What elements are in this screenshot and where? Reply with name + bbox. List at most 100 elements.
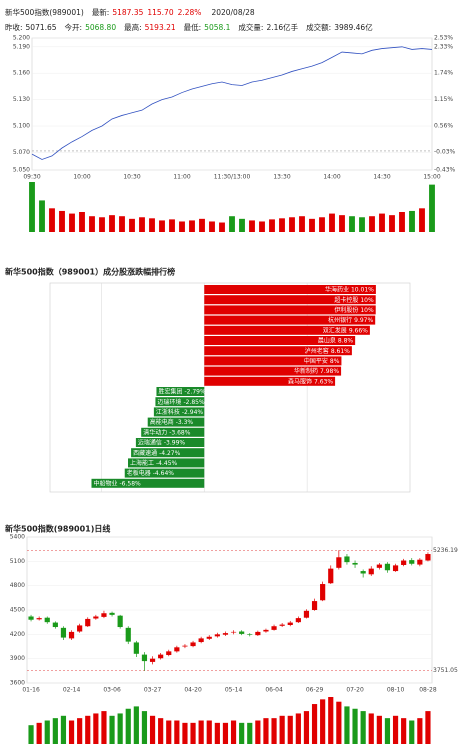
volume-bar: [279, 218, 285, 232]
candle-body: [93, 616, 99, 619]
stock-name: 晨山泉: [318, 336, 336, 344]
candle-body: [158, 654, 164, 659]
candle-body: [360, 571, 366, 574]
volume-bar: [149, 715, 156, 744]
stock-change: 9.66%: [349, 327, 368, 334]
rank-label: 双汇发展 9.66%: [323, 326, 368, 334]
rank-bar: [204, 376, 336, 386]
stock-name: 杭州银行: [328, 316, 352, 324]
stock-change: 8%: [330, 358, 340, 365]
volume-bar: [44, 720, 50, 744]
stock-change: 10.01%: [351, 286, 374, 293]
rank-bar: [155, 397, 205, 407]
intraday-frame: [31, 37, 433, 171]
volume-bar: [60, 715, 67, 744]
header-line-1: 新华500指数(989001) 最新: 5187.35 115.70 2.28% 2020…: [5, 7, 255, 17]
candle-body: [77, 625, 83, 632]
low: 5058.1: [204, 23, 230, 32]
stock-change: -2.94%: [182, 409, 204, 416]
rank-bar: [147, 417, 205, 427]
candle-body: [328, 568, 334, 584]
candle-body: [166, 651, 172, 656]
volume-bar: [117, 713, 123, 744]
stock-change: -2.79%: [184, 388, 206, 395]
candle-body: [190, 642, 196, 647]
change-pct: 2.28%: [178, 8, 202, 17]
stock-name: 清华动力: [143, 428, 167, 436]
stock-change: 9.97%: [354, 317, 373, 324]
rank-bar: [204, 295, 376, 305]
x-tick-label: 08-28: [419, 687, 437, 694]
volume-bar: [409, 210, 415, 232]
candle-body: [263, 629, 269, 632]
candle-body: [392, 565, 399, 572]
volume-bar: [352, 708, 358, 744]
x-tick-label: 09:30: [23, 174, 40, 181]
volume-bar: [198, 720, 204, 744]
candle-body: [336, 557, 342, 568]
y-tick-label: 3600: [10, 680, 25, 687]
stock-change: -6.58%: [120, 480, 142, 487]
y-tick-label: 5.050: [13, 167, 30, 174]
stock-change: 8.8%: [338, 337, 354, 344]
stock-name: 泸州老窖: [305, 346, 329, 354]
prev-close: 5071.65: [26, 23, 57, 32]
low-label: 最低:: [184, 22, 202, 32]
y-tick-label: 5.200: [13, 35, 30, 42]
candle-body: [68, 631, 75, 639]
volume-bar: [214, 722, 220, 744]
volume-bar: [149, 218, 155, 232]
stock-name: 迈瑞通信: [138, 438, 162, 446]
volume-bar: [182, 722, 188, 744]
volume-bar: [89, 216, 95, 232]
candle-body: [198, 638, 204, 643]
x-tick-label: 04-20: [184, 687, 202, 694]
stock-name: 华海药业: [325, 285, 349, 293]
latest: 5187.35: [112, 8, 143, 17]
x-tick-label: 13:30: [273, 174, 290, 181]
candle-body: [230, 631, 237, 633]
rank-bar: [204, 336, 356, 345]
stock-change: -2.85%: [183, 398, 205, 405]
volume-bar: [419, 208, 425, 232]
y-tick-label: 5.070: [13, 149, 30, 156]
rank-label: 迈瑞环境 -2.85%: [157, 397, 205, 405]
rank-label: 高能电商 -3.3%: [150, 418, 194, 426]
y-tick-label: 4800: [10, 582, 25, 589]
volume-bar: [349, 216, 355, 232]
volume-bar: [389, 215, 395, 232]
x-tick-label: 05-14: [225, 687, 243, 694]
latest-label: 最新:: [92, 7, 110, 17]
stock-name: 超卡控股: [334, 295, 358, 303]
candle-body: [36, 618, 42, 620]
open-label: 今开:: [65, 22, 83, 32]
volume-bar: [158, 718, 164, 744]
candle-body: [109, 612, 115, 615]
rank-label: 中国平安 8%: [304, 357, 340, 365]
stock-change: 10%: [360, 307, 374, 314]
rank-label: 华海药业 10.01%: [325, 285, 374, 293]
volume-bar: [52, 718, 58, 744]
index-name: 新华500指数(989001): [5, 7, 84, 17]
rank-bar: [135, 438, 205, 447]
stock-name: 中国平安: [304, 357, 328, 365]
x-tick-label: 03-27: [144, 687, 162, 694]
x-tick-label: 02-14: [63, 687, 81, 694]
volume-bar: [68, 720, 75, 744]
volume-bar: [133, 706, 139, 744]
stock-change: -4.27%: [159, 449, 181, 456]
rank-bar: [131, 448, 205, 458]
reference-label: 5236.19: [433, 547, 458, 554]
volume-bar: [339, 215, 345, 232]
x-tick-label: 06-04: [265, 687, 283, 694]
stock-name: 老板电器: [127, 469, 151, 477]
candle-body: [141, 654, 148, 662]
rank-label: 迈瑞通信 -3.99%: [138, 438, 186, 446]
candle-body: [239, 631, 245, 634]
y-tick-label: 3900: [10, 655, 25, 662]
candle-body: [85, 618, 91, 627]
volume-bar: [109, 215, 115, 232]
volume-bar: [247, 722, 253, 744]
rank-label: 伊利股份 10%: [334, 306, 374, 314]
volume-bar: [219, 222, 225, 232]
